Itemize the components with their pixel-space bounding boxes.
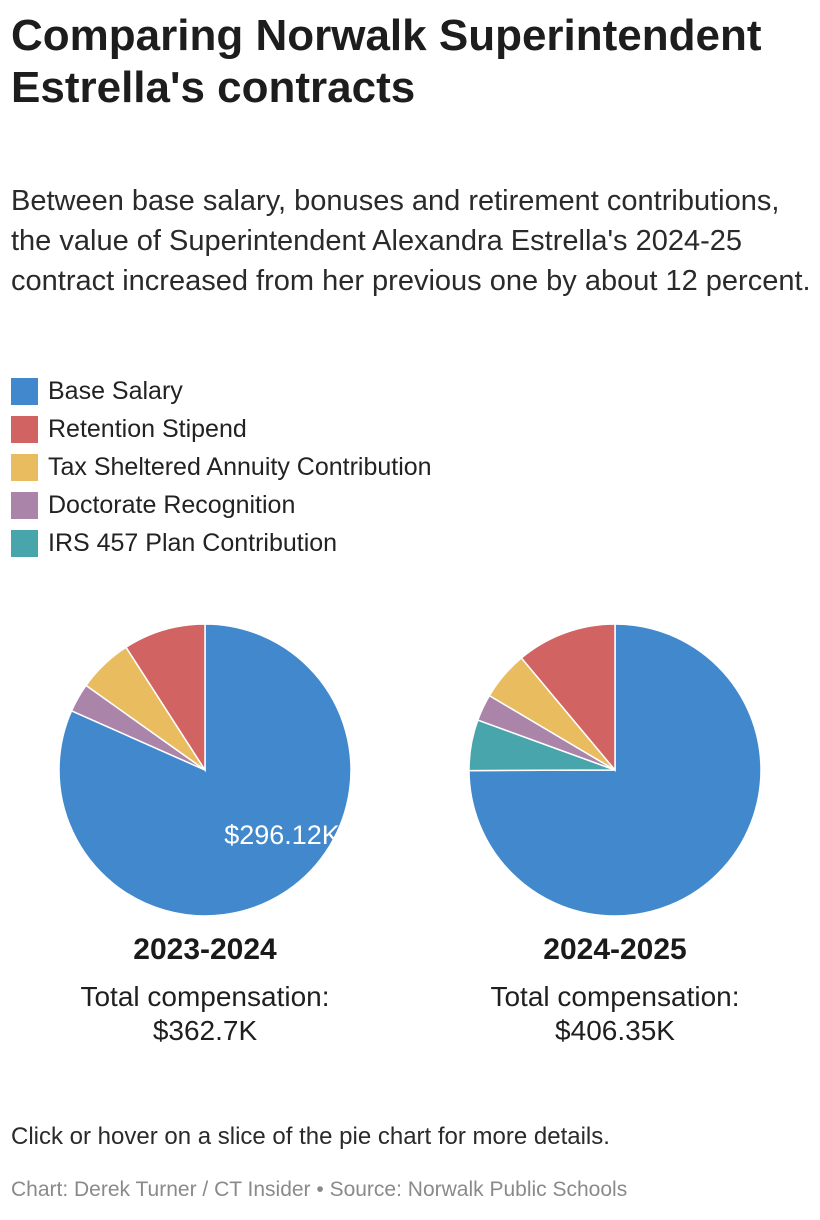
chart-subtitle: Between base salary, bonuses and retirem… — [11, 185, 811, 297]
pie-chart-2024-2025 — [445, 600, 785, 940]
legend-item-doctorate-recognition: Doctorate Recognition — [11, 486, 432, 524]
legend-label: Doctorate Recognition — [48, 490, 296, 519]
legend-swatch — [11, 453, 38, 481]
period-title: 2024-2025 — [543, 933, 687, 966]
legend-label: Base Salary — [48, 376, 183, 405]
total-compensation-label: Total compensation: — [490, 981, 740, 1012]
pie-svg-2024-2025 — [468, 623, 762, 917]
legend-item-base-salary: Base Salary — [11, 372, 432, 410]
legend-label: IRS 457 Plan Contribution — [48, 528, 338, 557]
total-compensation-value: $406.35K — [555, 1015, 675, 1046]
period-title: 2023-2024 — [133, 933, 277, 966]
legend: Base Salary Retention Stipend Tax Shelte… — [11, 372, 432, 562]
legend-item-irs-457: IRS 457 Plan Contribution — [11, 524, 432, 562]
pie-slice-retention-stipend[interactable] — [124, 623, 206, 773]
legend-item-retention-stipend: Retention Stipend — [11, 410, 432, 448]
pie-caption-2024-2025: 2024-2025 Total compensation: $406.35K — [415, 932, 815, 1048]
legend-item-tax-sheltered-annuity: Tax Sheltered Annuity Contribution — [11, 448, 432, 486]
legend-label: Tax Sheltered Annuity Contribution — [48, 452, 432, 481]
total-compensation-label: Total compensation: — [80, 981, 330, 1012]
pie-caption-2023-2024: 2023-2024 Total compensation: $362.7K — [5, 932, 405, 1048]
chart-credit: Chart: Derek Turner / CT Insider • Sourc… — [11, 1178, 628, 1201]
pie-svg-2023-2024: $296.12K — [58, 623, 352, 917]
pie-slice-retention-stipend[interactable] — [520, 623, 616, 773]
total-compensation-value: $362.7K — [152, 1015, 258, 1046]
legend-swatch — [11, 415, 38, 443]
pie-chart-2023-2024: $296.12K — [35, 600, 375, 940]
legend-label: Retention Stipend — [48, 414, 247, 443]
slice-data-label: $296.12K — [224, 820, 340, 850]
legend-swatch — [11, 377, 38, 405]
legend-swatch — [11, 529, 38, 557]
chart-title: Comparing Norwalk Superintendent Estrell… — [11, 11, 762, 112]
legend-swatch — [11, 491, 38, 519]
interaction-hint: Click or hover on a slice of the pie cha… — [11, 1123, 610, 1150]
